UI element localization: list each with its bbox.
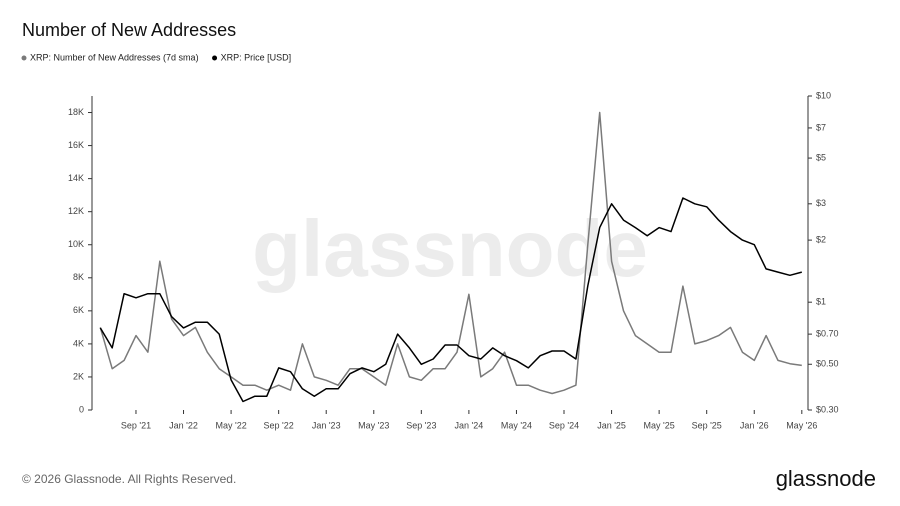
x-tick-label: Jan '23 (312, 420, 341, 430)
y2-tick-label: $0.30 (816, 404, 839, 414)
y-tick-label: 10K (68, 239, 84, 249)
legend-marker (212, 55, 218, 61)
y2-tick-label: $2 (816, 234, 826, 244)
x-tick-label: May '25 (644, 420, 675, 430)
y2-tick-label: $0.50 (816, 359, 839, 369)
x-tick-label: Jan '24 (455, 420, 484, 430)
y2-tick-label: $7 (816, 122, 826, 132)
x-tick-label: Jan '22 (169, 420, 198, 430)
series-line (99, 197, 802, 403)
y-tick-label: 14K (68, 173, 84, 183)
y-tick-label: 16K (68, 140, 84, 150)
x-tick-label: Sep '24 (549, 420, 579, 430)
x-tick-label: Sep '21 (121, 420, 151, 430)
watermark: glassnode (252, 204, 648, 293)
x-tick-label: Sep '25 (692, 420, 722, 430)
legend-marker (21, 55, 27, 61)
y-tick-label: 6K (73, 305, 84, 315)
brand: glassnode (776, 466, 876, 491)
legend-label: XRP: Number of New Addresses (7d sma) (30, 52, 199, 62)
x-tick-label: Jan '25 (597, 420, 626, 430)
y-tick-label: 4K (73, 338, 84, 348)
y2-tick-label: $5 (816, 152, 826, 162)
y2-tick-label: $1 (816, 297, 826, 307)
x-tick-label: May '22 (215, 420, 246, 430)
x-tick-label: May '26 (786, 420, 817, 430)
x-tick-label: Jan '26 (740, 420, 769, 430)
x-tick-label: Sep '22 (264, 420, 294, 430)
y-tick-label: 0 (79, 404, 84, 414)
x-tick-label: May '23 (358, 420, 389, 430)
footer: © 2026 Glassnode. All Rights Reserved. (22, 472, 236, 486)
y-tick-label: 2K (73, 371, 84, 381)
y2-tick-label: $0.70 (816, 329, 839, 339)
y2-tick-label: $3 (816, 198, 826, 208)
x-tick-label: Sep '23 (406, 420, 436, 430)
series-line (99, 111, 802, 395)
y-tick-label: 8K (73, 272, 84, 282)
y-tick-label: 12K (68, 206, 84, 216)
y-tick-label: 18K (68, 107, 84, 117)
x-tick-label: May '24 (501, 420, 532, 430)
y2-tick-label: $10 (816, 90, 831, 100)
legend-label: XRP: Price [USD] (221, 52, 292, 62)
chart-title: Number of New Addresses (22, 20, 236, 40)
